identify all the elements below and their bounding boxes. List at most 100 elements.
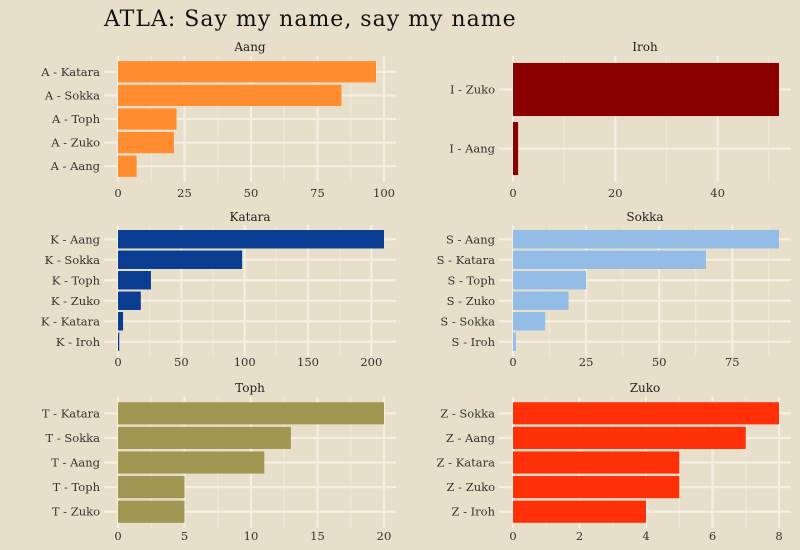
panel-title: Aang xyxy=(233,40,266,54)
category-label: K - Toph xyxy=(52,273,101,287)
x-tick-label: 0 xyxy=(114,355,121,369)
x-tick-label: 10 xyxy=(244,529,259,543)
x-tick-label: 0 xyxy=(509,355,516,369)
category-label: S - Sokka xyxy=(440,314,495,328)
panel-title: Iroh xyxy=(632,40,658,54)
x-tick-label: 100 xyxy=(234,355,256,369)
bar xyxy=(513,312,546,331)
bar xyxy=(513,291,569,310)
x-tick-label: 50 xyxy=(652,355,667,369)
x-tick-label: 50 xyxy=(244,186,259,200)
category-label: I - Aang xyxy=(449,142,495,156)
bar xyxy=(118,250,243,269)
category-label: S - Katara xyxy=(437,253,495,267)
x-tick-label: 100 xyxy=(373,186,395,200)
bar xyxy=(118,291,141,310)
bar xyxy=(118,84,342,107)
panel-iroh: I - Zuko I - Aang 0 20 40 Iroh xyxy=(449,40,791,200)
category-label: Z - Sokka xyxy=(440,406,495,420)
bar xyxy=(118,426,291,449)
category-label: A - Aang xyxy=(50,159,101,173)
category-label: K - Sokka xyxy=(45,253,101,267)
category-label: Z - Zuko xyxy=(447,480,496,494)
category-label: A - Sokka xyxy=(44,88,100,102)
bar xyxy=(118,500,185,523)
bar xyxy=(513,271,587,290)
bar xyxy=(118,451,265,474)
bar xyxy=(513,250,706,269)
bar xyxy=(118,271,151,290)
panel-title: Toph xyxy=(235,381,265,395)
bar xyxy=(513,332,516,351)
x-tick-label: 0 xyxy=(114,529,121,543)
bar xyxy=(118,230,384,249)
bar xyxy=(118,131,174,154)
panel-zuko: Z - Sokka Z - Aang Z - Katara Z - Zuko Z - I… xyxy=(437,381,791,543)
category-label: Z - Katara xyxy=(437,456,496,470)
x-tick-label: 20 xyxy=(608,186,623,200)
bar xyxy=(513,476,680,499)
category-label: S - Zuko xyxy=(447,294,495,308)
x-tick-label: 0 xyxy=(114,186,121,200)
category-label: A - Zuko xyxy=(50,136,100,150)
panel-toph: T - Katara T - Sokka T - Aang T - Toph T - Z… xyxy=(42,381,396,543)
x-tick-label: 6 xyxy=(709,529,716,543)
panel-title: Katara xyxy=(230,210,271,224)
category-label: A - Toph xyxy=(51,112,101,126)
category-label: Z - Iroh xyxy=(451,505,495,519)
x-tick-label: 75 xyxy=(310,186,325,200)
x-tick-label: 8 xyxy=(775,529,782,543)
x-tick-label: 2 xyxy=(576,529,583,543)
panel-title: Sokka xyxy=(626,210,663,224)
category-label: K - Iroh xyxy=(56,335,101,349)
bar xyxy=(118,312,124,331)
bar xyxy=(513,500,646,523)
category-label: I - Zuko xyxy=(450,83,495,97)
category-label: T - Katara xyxy=(42,406,100,420)
category-label: S - Aang xyxy=(446,232,496,246)
x-tick-label: 15 xyxy=(310,529,325,543)
category-label: T - Zuko xyxy=(52,505,100,519)
category-label: K - Aang xyxy=(50,232,100,246)
category-label: K - Zuko xyxy=(51,294,100,308)
x-tick-label: 25 xyxy=(579,355,594,369)
panel-katara: K - Aang K - Sokka K - Toph K - Zuko K - Kat… xyxy=(41,210,396,369)
x-tick-label: 0 xyxy=(509,186,516,200)
category-label: T - Toph xyxy=(53,480,101,494)
x-tick-label: 75 xyxy=(725,355,740,369)
x-tick-label: 150 xyxy=(297,355,319,369)
x-tick-label: 25 xyxy=(177,186,192,200)
x-tick-label: 20 xyxy=(377,529,392,543)
bar xyxy=(118,332,120,351)
category-label: A - Katara xyxy=(40,65,100,79)
x-tick-label: 0 xyxy=(509,529,516,543)
category-label: S - Iroh xyxy=(452,335,496,349)
panel-title: Zuko xyxy=(630,381,661,395)
bar xyxy=(513,121,519,176)
panels: A - Katara A - Sokka A - Toph A - Zuko A - A… xyxy=(40,40,791,543)
x-tick-label: 4 xyxy=(642,529,649,543)
category-label: Z - Aang xyxy=(446,431,496,445)
x-tick-label: 40 xyxy=(710,186,725,200)
bar xyxy=(513,402,779,425)
bar xyxy=(118,61,377,83)
bar xyxy=(513,426,746,449)
panel-sokka: S - Aang S - Katara S - Toph S - Zuko S - So… xyxy=(437,210,791,369)
x-tick-label: 5 xyxy=(181,529,188,543)
category-label: T - Sokka xyxy=(46,431,101,445)
category-label: K - Katara xyxy=(41,314,100,328)
panel-aang: A - Katara A - Sokka A - Toph A - Zuko A - A… xyxy=(40,40,396,200)
chart-title: ATLA: Say my name, say my name xyxy=(103,7,517,32)
x-tick-label: 50 xyxy=(174,355,189,369)
bar xyxy=(118,108,177,130)
category-label: T - Aang xyxy=(51,456,100,470)
bar xyxy=(513,62,779,117)
bar xyxy=(118,155,137,177)
x-tick-label: 200 xyxy=(360,355,382,369)
category-label: S - Toph xyxy=(447,273,495,287)
bar xyxy=(513,451,680,474)
bar xyxy=(118,476,185,499)
bar xyxy=(118,402,384,425)
bar xyxy=(513,230,779,249)
